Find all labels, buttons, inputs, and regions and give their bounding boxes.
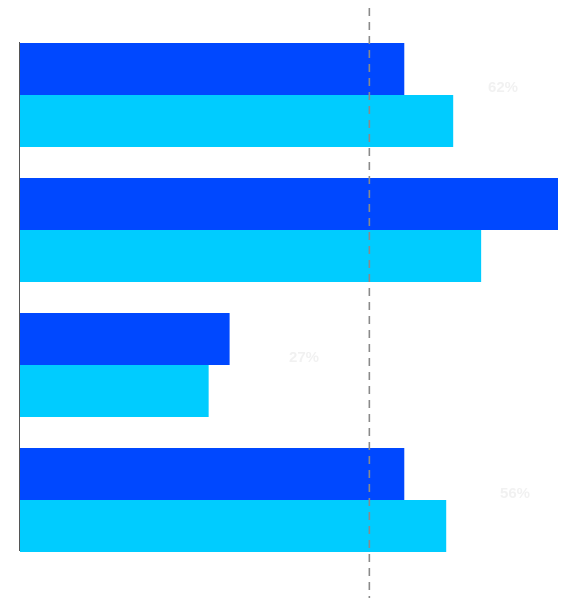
value-label-row-3: 27% bbox=[289, 349, 319, 366]
bar-series-2-row-1 bbox=[20, 95, 454, 147]
value-labels-layer: 62% 27% 56% bbox=[289, 79, 530, 502]
bar-series-1-row-4 bbox=[20, 448, 405, 500]
value-label-row-4: 56% bbox=[500, 485, 530, 502]
bar-series-1-row-3 bbox=[20, 313, 230, 365]
bar-series-2-row-4 bbox=[20, 500, 447, 552]
bar-series-1-row-1 bbox=[20, 43, 405, 95]
bar-series-2-row-3 bbox=[20, 365, 209, 417]
bars-layer bbox=[20, 43, 558, 552]
bar-series-2-row-2 bbox=[20, 230, 482, 282]
bar-series-1-row-2 bbox=[20, 178, 558, 230]
value-label-row-1: 62% bbox=[488, 79, 518, 96]
